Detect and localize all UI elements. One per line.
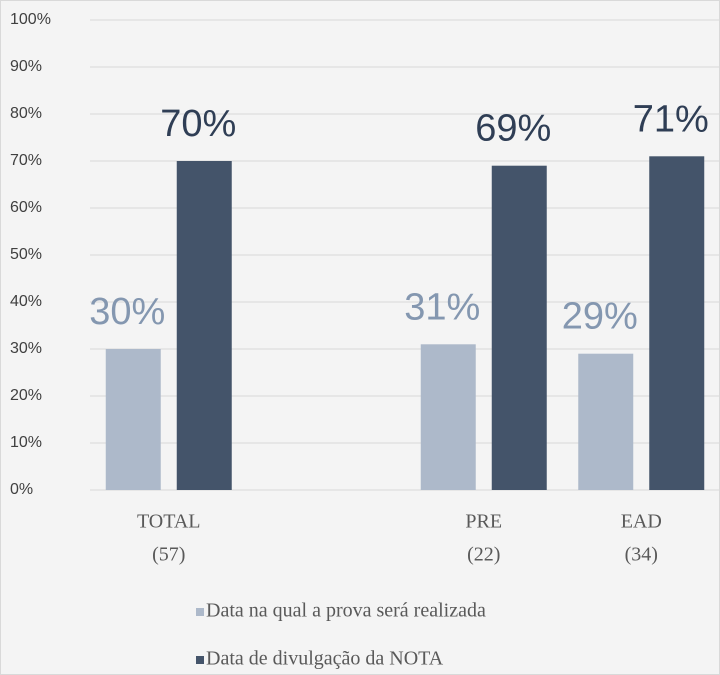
legend-swatch — [196, 656, 204, 664]
bar — [578, 353, 634, 490]
y-tick-label: 90% — [10, 58, 42, 75]
value-label: 29% — [562, 296, 638, 338]
legend-label: Data de divulgação da NOTA — [206, 648, 444, 670]
y-tick-label: 50% — [10, 246, 42, 263]
bar — [420, 344, 476, 490]
y-tick-label: 70% — [10, 152, 42, 169]
value-label: 71% — [633, 98, 709, 140]
value-label: 70% — [160, 103, 236, 145]
y-tick-label: 0% — [10, 481, 33, 498]
y-tick-label: 100% — [10, 11, 51, 28]
x-tick-label: (34) — [625, 544, 658, 566]
y-tick-label: 40% — [10, 293, 42, 310]
value-label: 69% — [475, 108, 551, 150]
x-tick-label: (57) — [152, 544, 185, 566]
y-tick-label: 10% — [10, 434, 42, 451]
x-tick-label: PRE — [465, 511, 502, 533]
x-tick-label: TOTAL — [137, 511, 201, 533]
value-label: 30% — [89, 291, 165, 333]
y-tick-label: 80% — [10, 105, 42, 122]
bar — [649, 156, 705, 491]
y-tick-label: 20% — [10, 387, 42, 404]
value-label: 31% — [404, 286, 480, 328]
bar — [491, 165, 547, 490]
x-tick-label: EAD — [621, 511, 662, 533]
legend-swatch — [196, 608, 204, 616]
bar — [105, 349, 161, 490]
x-tick-label: (22) — [467, 544, 500, 566]
y-tick-label: 30% — [10, 340, 42, 357]
bar — [176, 161, 232, 490]
legend-label: Data na qual a prova será realizada — [206, 600, 486, 622]
y-tick-label: 60% — [10, 199, 42, 216]
